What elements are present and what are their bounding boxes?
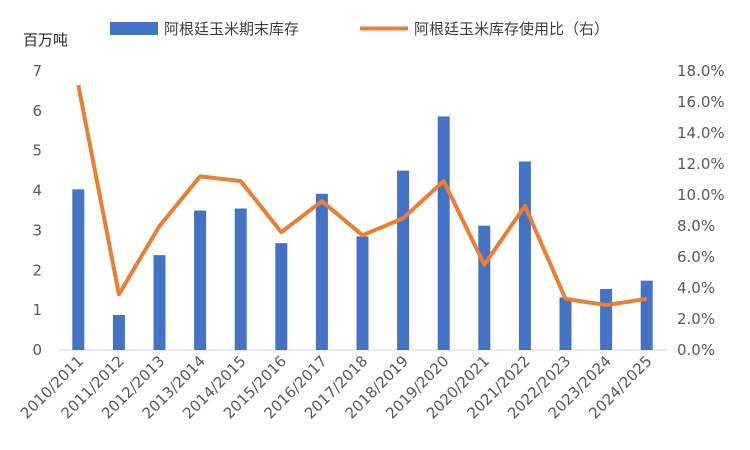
- y-tick-label: 4: [32, 182, 42, 200]
- y-tick-label: 7: [32, 62, 42, 80]
- y-tick-label: 2: [32, 261, 42, 279]
- bar: [600, 289, 613, 350]
- y-tick-label: 3: [32, 221, 42, 239]
- y-axis-left: 0 1 2 3 4 5 6 7: [32, 62, 42, 359]
- y2-tick-label: 14.0%: [677, 124, 725, 142]
- bar: [478, 225, 491, 350]
- bar: [153, 255, 166, 350]
- bar: [356, 236, 369, 350]
- y-tick-label: 1: [32, 301, 42, 319]
- y2-tick-label: 6.0%: [677, 248, 715, 266]
- y2-tick-label: 18.0%: [677, 62, 725, 80]
- bar: [315, 193, 328, 350]
- x-axis-categories: 2010/20112011/20122012/20132013/20142014…: [17, 352, 656, 422]
- legend-bar-label: 阿根廷玉米期末库存: [164, 20, 299, 38]
- y-axis-unit-label: 百万吨: [23, 31, 68, 49]
- bar: [518, 161, 531, 350]
- bar: [640, 280, 653, 350]
- y2-tick-label: 10.0%: [677, 186, 725, 204]
- y2-tick-label: 0.0%: [677, 341, 715, 359]
- bar: [437, 116, 450, 351]
- y2-tick-label: 4.0%: [677, 279, 715, 297]
- y-tick-label: 6: [32, 102, 42, 120]
- legend: 阿根廷玉米期末库存 阿根廷玉米库存使用比（右）: [110, 20, 609, 38]
- legend-bar-swatch: [110, 22, 158, 35]
- bar: [112, 314, 125, 350]
- legend-line-label: 阿根廷玉米库存使用比（右）: [414, 20, 609, 38]
- y2-tick-label: 16.0%: [677, 93, 725, 111]
- line-series: [76, 84, 648, 308]
- y2-tick-label: 8.0%: [677, 217, 715, 235]
- bar-series: [72, 116, 653, 351]
- bar: [72, 189, 85, 350]
- y-tick-label: 5: [32, 142, 42, 160]
- y-axis-right: 0.0% 2.0% 4.0% 6.0% 8.0% 10.0% 12.0% 14.0% 16.0%…: [677, 62, 725, 359]
- bar: [275, 243, 288, 350]
- y2-tick-label: 12.0%: [677, 155, 725, 173]
- y2-tick-label: 2.0%: [677, 310, 715, 328]
- bar: [397, 170, 410, 350]
- bar: [234, 208, 247, 350]
- bar: [559, 297, 572, 350]
- bar: [194, 210, 207, 350]
- y-tick-label: 0: [32, 341, 42, 359]
